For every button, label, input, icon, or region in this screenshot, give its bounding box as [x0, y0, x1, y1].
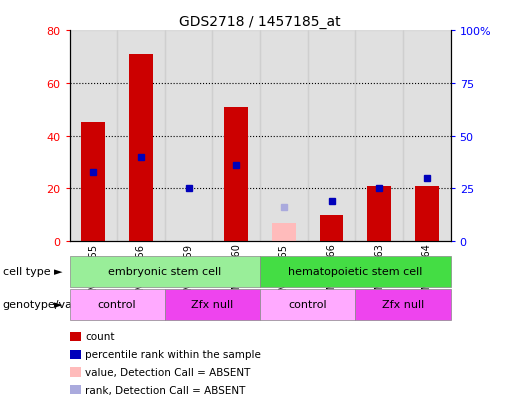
Bar	[165, 31, 212, 242]
Text: count: count	[85, 332, 114, 342]
Text: ►: ►	[54, 266, 63, 277]
Bar	[403, 31, 451, 242]
Bar	[367, 186, 391, 242]
Text: rank, Detection Call = ABSENT: rank, Detection Call = ABSENT	[85, 385, 245, 395]
Bar	[355, 31, 403, 242]
Text: embryonic stem cell: embryonic stem cell	[108, 266, 221, 277]
Bar	[415, 186, 439, 242]
Bar	[260, 31, 308, 242]
Text: hematopoietic stem cell: hematopoietic stem cell	[288, 266, 422, 277]
Text: ►: ►	[54, 299, 63, 310]
Bar	[212, 31, 260, 242]
Bar	[129, 55, 153, 242]
Text: control: control	[288, 299, 327, 310]
Bar	[70, 31, 117, 242]
Text: control: control	[98, 299, 136, 310]
Bar	[117, 31, 165, 242]
Title: GDS2718 / 1457185_at: GDS2718 / 1457185_at	[179, 14, 341, 28]
Text: genotype/variation: genotype/variation	[3, 299, 109, 310]
Text: value, Detection Call = ABSENT: value, Detection Call = ABSENT	[85, 367, 250, 377]
Bar	[225, 107, 248, 242]
Bar	[307, 31, 355, 242]
Text: cell type: cell type	[3, 266, 50, 277]
Text: Zfx null: Zfx null	[191, 299, 234, 310]
Bar	[272, 223, 296, 242]
Bar	[320, 215, 344, 242]
Text: Zfx null: Zfx null	[382, 299, 424, 310]
Bar	[81, 123, 105, 242]
Text: percentile rank within the sample: percentile rank within the sample	[85, 349, 261, 359]
